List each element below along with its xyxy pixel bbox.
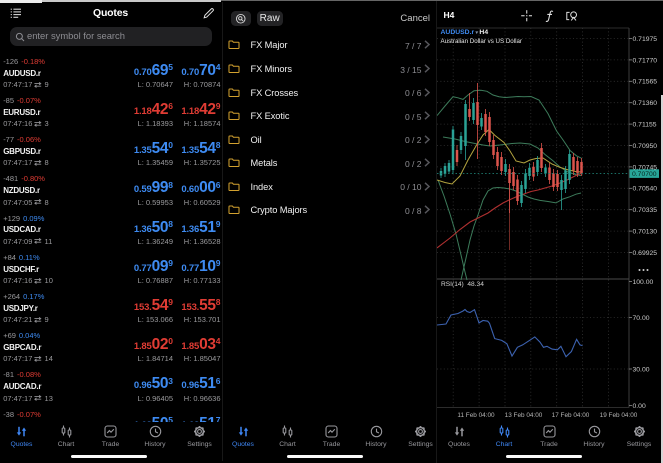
svg-text:0.00: 0.00 xyxy=(633,403,646,410)
svg-text:0.70700: 0.70700 xyxy=(632,171,657,178)
svg-text:0.70745: 0.70745 xyxy=(633,164,658,171)
svg-text:0.71975: 0.71975 xyxy=(633,36,658,43)
svg-text:0.71155: 0.71155 xyxy=(633,122,657,129)
svg-text:11 Feb 04:00: 11 Feb 04:00 xyxy=(457,412,495,419)
svg-text:17 Feb 04:00: 17 Feb 04:00 xyxy=(552,412,590,419)
svg-text:0.70950: 0.70950 xyxy=(633,143,658,150)
svg-text:0.71565: 0.71565 xyxy=(633,79,658,86)
svg-text:0.70335: 0.70335 xyxy=(633,207,658,214)
svg-text:100.00: 100.00 xyxy=(633,279,654,286)
svg-text:0.71770: 0.71770 xyxy=(633,57,658,64)
svg-text:0.71360: 0.71360 xyxy=(633,100,658,107)
svg-text:30.00: 30.00 xyxy=(633,366,650,373)
svg-text:0.70130: 0.70130 xyxy=(633,229,658,236)
svg-text:13 Feb 04:00: 13 Feb 04:00 xyxy=(505,412,543,419)
svg-text:19 Feb 04:00: 19 Feb 04:00 xyxy=(600,412,638,419)
svg-text:RSI(14) 48.34: RSI(14) 48.34 xyxy=(441,281,484,288)
svg-text:0.70540: 0.70540 xyxy=(633,186,658,193)
svg-text:0.69925: 0.69925 xyxy=(633,250,658,257)
svg-text:70.00: 70.00 xyxy=(633,315,650,322)
